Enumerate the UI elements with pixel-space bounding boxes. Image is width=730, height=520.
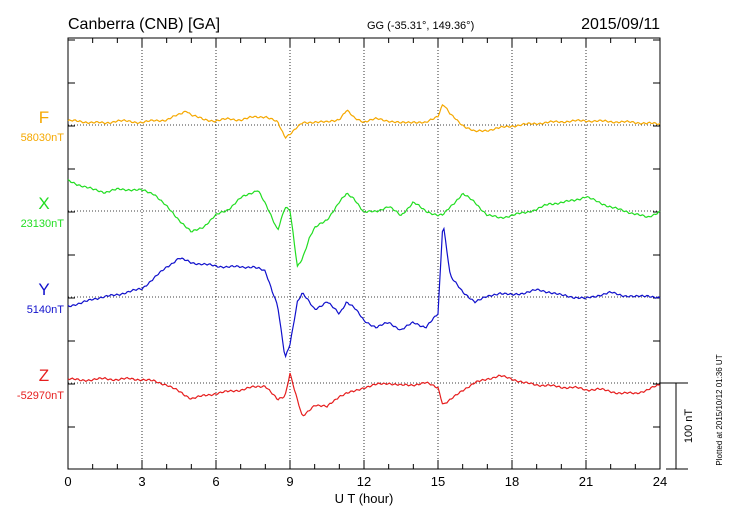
x-tick-label: 18: [505, 474, 519, 489]
x-tick-label: 24: [653, 474, 667, 489]
series-name-y: Y: [38, 280, 49, 299]
coordinates-label: GG (-35.31°, 149.36°): [367, 20, 474, 32]
series-name-f: F: [39, 108, 49, 127]
x-tick-label: 0: [64, 474, 71, 489]
x-tick-label: 15: [431, 474, 445, 489]
series-labels: F 58030nT X 23130nT Y 5140nT Z -52970nT: [17, 108, 64, 402]
x-axis-label: U T (hour): [335, 491, 394, 506]
x-tick-labels: 0 3 6 9 12 15 18 21 24: [64, 474, 667, 489]
series-baseline-z: -52970nT: [17, 390, 64, 402]
x-tick-label: 12: [357, 474, 371, 489]
series-line-z: [67, 372, 661, 417]
series-name-z: Z: [39, 366, 49, 385]
series-lines: [67, 103, 661, 417]
series-baseline-y: 5140nT: [27, 304, 65, 316]
x-tick-label: 6: [212, 474, 219, 489]
series-baseline-x: 23130nT: [21, 218, 65, 230]
series-line-y: [67, 226, 661, 359]
axis-ticks: [67, 38, 661, 469]
x-tick-label: 21: [579, 474, 593, 489]
grid-lines: [68, 38, 660, 469]
series-line-x: [67, 179, 661, 268]
scale-bar: 100 nT: [660, 382, 695, 470]
date-label: 2015/09/11: [581, 16, 660, 33]
x-tick-label: 3: [138, 474, 145, 489]
scale-bar-label: 100 nT: [683, 409, 695, 444]
series-baseline-f: 58030nT: [21, 132, 65, 144]
plotted-timestamp: Plotted at 2015/10/12 01:36 UT: [715, 354, 724, 465]
series-name-x: X: [38, 194, 49, 213]
x-tick-label: 9: [286, 474, 293, 489]
station-title: Canberra (CNB) [GA]: [68, 16, 220, 33]
series-line-f: [67, 103, 661, 140]
